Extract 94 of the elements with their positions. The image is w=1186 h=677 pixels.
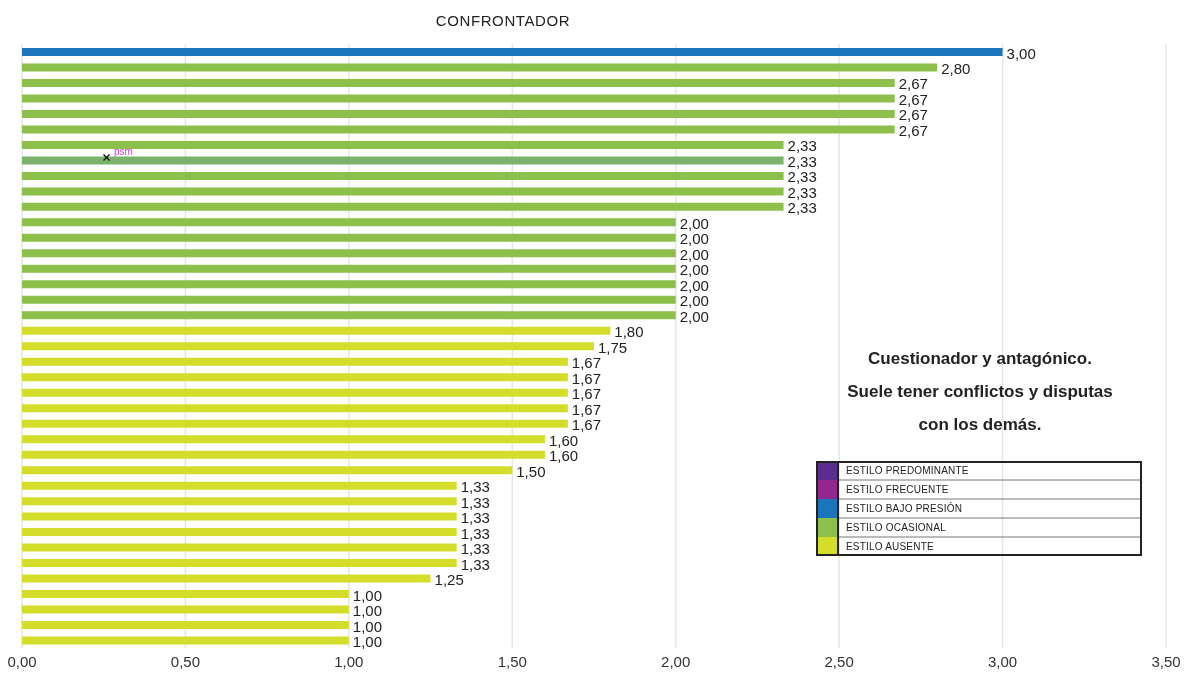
x-tick-label: 0,50 [170, 652, 201, 670]
legend-label: ESTILO AUSENTE [846, 540, 934, 552]
legend-label: ESTILO FRECUENTE [846, 483, 949, 495]
bar [22, 140, 784, 149]
annotation: psm [113, 146, 133, 157]
data-label: 1,67 [571, 369, 602, 387]
data-label: 1,25 [434, 571, 464, 589]
bar [22, 636, 349, 645]
data-label: 1,33 [460, 524, 490, 542]
data-label: 1,67 [571, 385, 602, 403]
bar [22, 528, 457, 537]
annotation: Cuestionador y antagónico. Suele tener conflictos y disputas con los demás. [847, 349, 1113, 434]
bar [22, 94, 895, 103]
bar [22, 357, 568, 366]
data-label: 1,67 [571, 400, 602, 418]
data-label: 2,33 [787, 152, 817, 170]
bar [22, 264, 676, 273]
data-label: 1,67 [571, 416, 602, 434]
bar [22, 466, 513, 475]
data-label: 2,00 [679, 307, 709, 325]
data-label: 1,00 [352, 633, 383, 651]
bar [22, 419, 568, 428]
data-label: 2,00 [679, 276, 709, 294]
bar [22, 621, 349, 630]
bar [22, 559, 457, 568]
bar [22, 295, 676, 304]
data-label: 2,80 [941, 59, 971, 77]
bar [22, 78, 895, 87]
data-label: 1,60 [548, 431, 579, 449]
bar [22, 218, 676, 227]
x-tick-label: 0,00 [7, 652, 37, 670]
data-label: 2,33 [787, 137, 817, 155]
bar [22, 171, 784, 180]
bar [22, 326, 611, 335]
data-label: 1,33 [460, 540, 490, 558]
data-label: 2,67 [898, 121, 928, 139]
data-label: 1,00 [352, 586, 383, 604]
data-label: 2,33 [787, 199, 817, 217]
data-label: 1,60 [548, 447, 579, 465]
bar [22, 342, 594, 351]
bar [22, 404, 568, 413]
legend-label: ESTILO OCASIONAL [846, 521, 946, 533]
bar [22, 63, 938, 72]
bar [22, 574, 431, 583]
bar [22, 373, 568, 382]
data-label: 2,00 [679, 292, 709, 310]
data-label: 1,33 [460, 555, 490, 573]
legend-label: ESTILO BAJO PRESIÓN [846, 502, 963, 514]
data-label: 1,00 [352, 617, 383, 635]
bar [22, 280, 676, 289]
bar [22, 497, 457, 506]
data-label: 1,50 [516, 462, 546, 480]
bar [22, 311, 676, 320]
bar [22, 249, 676, 258]
bar [22, 543, 457, 552]
bar [22, 187, 784, 196]
bar [22, 590, 349, 599]
bar [22, 48, 1003, 56]
bar [22, 125, 895, 134]
bar [22, 481, 457, 490]
data-label: 1,33 [460, 493, 490, 511]
data-label: 2,33 [787, 168, 817, 186]
data-label: 2,67 [898, 106, 928, 124]
x-tick-label: 3,50 [1151, 652, 1181, 670]
data-label: 1,33 [460, 509, 490, 527]
data-label: 2,00 [679, 214, 709, 232]
data-label: 1,75 [598, 338, 628, 356]
data-label: 3,00 [1006, 44, 1036, 62]
bar [22, 202, 784, 211]
data-label: 1,80 [614, 323, 644, 341]
bar [22, 233, 676, 242]
data-label: 2,00 [679, 261, 709, 279]
bar [22, 605, 349, 614]
bar [22, 156, 784, 165]
data-label: 1,33 [460, 478, 490, 496]
legend-label: ESTILO PREDOMINANTE [846, 464, 969, 476]
x-tick-label: 1,50 [497, 652, 527, 670]
x-tick-label: 2,50 [824, 652, 854, 670]
x-tick-label: 3,00 [987, 652, 1018, 670]
x-tick-label: 1,00 [334, 652, 364, 670]
data-label: 2,00 [679, 245, 709, 263]
bar [22, 109, 895, 118]
x-tick-label: 2,00 [661, 652, 691, 670]
bar [22, 435, 545, 444]
data-label: 1,67 [571, 354, 602, 372]
data-label: 2,67 [898, 75, 928, 93]
data-label: 2,00 [679, 230, 709, 248]
data-label: 1,00 [352, 602, 383, 620]
data-label: 2,33 [787, 183, 817, 201]
bar [22, 450, 545, 459]
bar [22, 512, 457, 521]
data-label: 2,67 [898, 90, 928, 108]
bar [22, 388, 568, 397]
chart-title: CONFRONTADOR [435, 12, 571, 29]
